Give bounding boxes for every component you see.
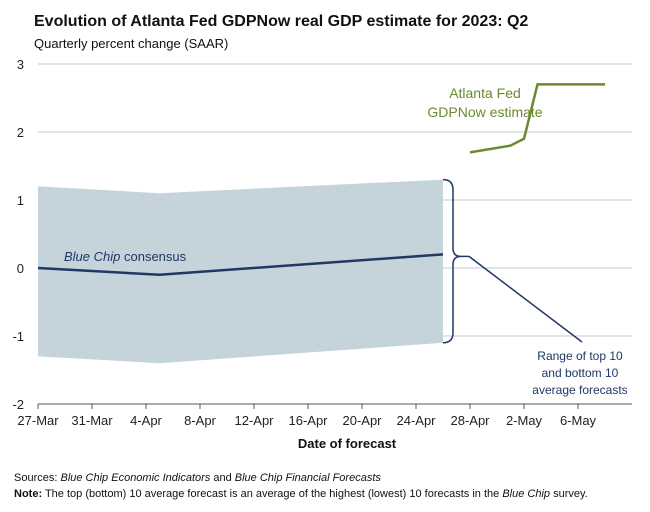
series-line-blue-chip-consensus xyxy=(37,253,444,277)
range-label-line: Range of top 10 xyxy=(537,349,623,363)
series-line-gdpnow xyxy=(469,83,605,154)
sources-text-2: and xyxy=(210,472,235,484)
note-text-1: The top (bottom) 10 average forecast is … xyxy=(42,488,503,500)
sources-line: Sources: Blue Chip Economic Indicators a… xyxy=(14,470,588,486)
series-label-italic-part: Blue Chip xyxy=(64,249,120,264)
x-tick-label: 24-Apr xyxy=(396,413,436,428)
gdpnow-label-line: Atlanta Fed xyxy=(449,85,521,101)
x-tick-label: 4-Apr xyxy=(130,413,162,428)
note-text-2: Blue Chip xyxy=(502,488,551,500)
x-tick-label: 8-Apr xyxy=(184,413,216,428)
y-tick-label: -1 xyxy=(12,329,24,344)
x-axis-ticks: 27-Mar 31-Mar 4-Apr 8-Apr 12-Apr 16-Apr 20-Apr… xyxy=(17,404,597,428)
range-leader-line-diagonal xyxy=(468,255,583,343)
sources-text-1: Blue Chip Economic Indicators xyxy=(60,472,211,484)
chart-title: Evolution of Atlanta Fed GDPNow real GDP… xyxy=(34,13,529,30)
x-tick-label: 27-Mar xyxy=(17,413,59,428)
range-band-label: Range of top 10 and bottom 10 average fore… xyxy=(532,349,627,397)
chart-notes: Sources: Blue Chip Economic Indicators a… xyxy=(14,470,588,502)
range-bracket xyxy=(442,178,462,344)
x-tick-label: 2-May xyxy=(506,413,543,428)
range-label-line: average forecasts xyxy=(532,383,627,397)
chart-subtitle: Quarterly percent change (SAAR) xyxy=(34,36,229,51)
chart: 3 2 1 0 -1 -2 27-Mar 31-Mar 4-Apr 8-Apr 12-Apr 16-… xyxy=(12,57,632,451)
x-tick-label: 6-May xyxy=(560,413,597,428)
x-tick-label: 31-Mar xyxy=(71,413,113,428)
note-label: Note: xyxy=(14,488,43,500)
x-tick-label: 20-Apr xyxy=(342,413,382,428)
note-text-3: survey. xyxy=(550,488,588,500)
y-tick-label: 1 xyxy=(17,193,24,208)
gdpnow-label-line: GDPNow estimate xyxy=(427,104,542,120)
sources-text-3: Blue Chip Financial Forecasts xyxy=(234,472,381,484)
y-tick-label: 2 xyxy=(17,125,24,140)
x-tick-label: 28-Apr xyxy=(450,413,490,428)
range-band xyxy=(38,179,443,364)
sources-label: Sources: xyxy=(14,472,58,484)
x-tick-label: 16-Apr xyxy=(288,413,328,428)
series-label-rest-part: consensus xyxy=(120,249,186,264)
series-label-gdpnow: Atlanta Fed GDPNow estimate xyxy=(427,85,542,120)
y-axis-ticks: 3 2 1 0 -1 -2 xyxy=(12,57,24,412)
x-tick-label: 12-Apr xyxy=(234,413,274,428)
range-label-line: and bottom 10 xyxy=(542,366,619,380)
series-label-blue-chip-consensus: Blue Chip consensus xyxy=(64,249,187,264)
y-tick-label: 3 xyxy=(17,57,24,72)
y-tick-label: -2 xyxy=(12,397,24,412)
y-tick-label: 0 xyxy=(17,261,24,276)
x-axis-label: Date of forecast xyxy=(298,436,397,451)
note-line: Note: The top (bottom) 10 average foreca… xyxy=(14,486,588,502)
